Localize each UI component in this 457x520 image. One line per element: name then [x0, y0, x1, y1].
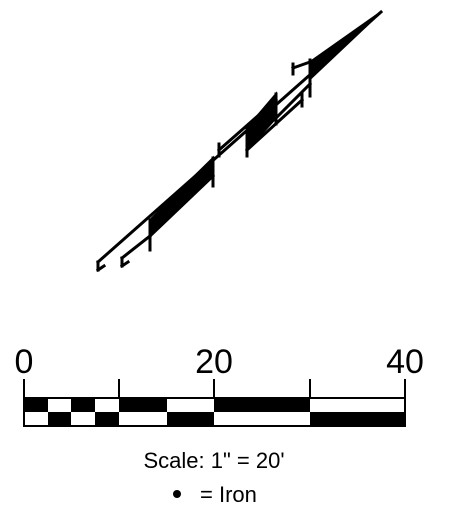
scale-caption: Scale: 1" = 20'	[143, 448, 284, 473]
scale-seg-l2	[95, 412, 119, 426]
scale-seg-l1	[48, 412, 71, 426]
boundary-line-upper	[95, 9, 384, 265]
boundary-segment-b	[147, 173, 216, 239]
scale-seg-u1	[24, 398, 48, 412]
boundary-segment-c	[216, 97, 279, 153]
iron-symbol	[173, 490, 181, 498]
scale-tick-label-0: 0	[15, 343, 34, 381]
parcel-sketch	[95, 9, 384, 273]
scale-seg-l3	[167, 412, 214, 426]
scale-tick-label-20: 20	[195, 343, 233, 381]
scale-seg-u4	[214, 398, 310, 412]
scale-seg-u2	[71, 398, 95, 412]
end-tick-1	[95, 263, 107, 273]
scale-seg-u3	[119, 398, 167, 412]
scale-tick-label-40: 40	[386, 343, 424, 381]
legend: = Iron	[173, 482, 257, 507]
scale-bar: 0 20 40 Scale: 1" = 20'	[15, 343, 424, 473]
scale-seg-l4	[310, 412, 405, 426]
boundary-segment-f	[291, 60, 312, 70]
boundary-segment-e	[273, 81, 313, 121]
end-tick-2	[119, 259, 131, 269]
legend-text: = Iron	[200, 482, 257, 507]
boundary-line-lower	[119, 233, 153, 261]
